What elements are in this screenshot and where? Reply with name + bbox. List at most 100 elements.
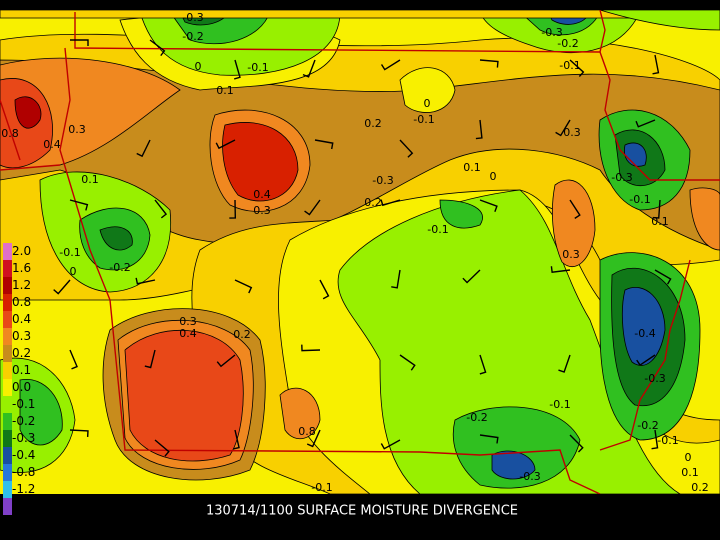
legend-swatch	[3, 260, 12, 277]
contour-label: -0.1	[247, 61, 268, 74]
legend-swatch	[3, 379, 12, 396]
legend-label: -1.2	[12, 482, 35, 496]
wind-barb	[380, 59, 401, 71]
wind-barb	[154, 439, 170, 457]
contour-region	[99, 226, 133, 251]
wind-barb	[70, 39, 89, 46]
wind-barb	[479, 434, 499, 444]
contour-label: 0	[70, 265, 77, 278]
contour-region	[439, 199, 483, 229]
wind-barb	[462, 269, 481, 284]
contour-label: -0.1	[311, 481, 332, 494]
contour-region	[222, 122, 299, 202]
contour-label: 0	[490, 170, 497, 183]
contour-region	[551, 179, 596, 268]
wind-barb	[654, 269, 672, 285]
legend-swatch	[3, 481, 12, 498]
wind-barb	[635, 119, 656, 128]
legend-swatch	[3, 362, 12, 379]
wind-barb	[479, 354, 487, 375]
wind-barb	[234, 279, 253, 294]
contour-label: -0.1	[559, 59, 580, 72]
wind-barb	[479, 59, 499, 68]
contour-label: 0.2	[364, 196, 382, 209]
legend-label: 0.2	[12, 346, 31, 360]
wind-barb	[652, 54, 660, 75]
wind-barb	[550, 266, 571, 273]
wind-barb	[479, 199, 498, 213]
legend-label: -1.6	[12, 499, 35, 513]
wind-barb	[319, 279, 330, 300]
contour-label: 0.3	[253, 204, 271, 217]
contour-region	[491, 450, 536, 480]
contour-label: 0.8	[1, 127, 19, 140]
map-title: 130714/1100 SURFACE MOISTURE DIVERGENCE	[206, 504, 518, 519]
wind-barb	[651, 429, 659, 450]
wind-barb	[475, 119, 483, 140]
legend-swatch	[3, 345, 12, 362]
legend-label: 0.3	[12, 329, 31, 343]
legend-swatch	[3, 413, 12, 430]
contour-region	[452, 406, 581, 489]
wind-barb	[136, 139, 151, 158]
contour-label: 0.3	[179, 315, 197, 328]
legend-swatch	[3, 311, 12, 328]
legend-swatch	[3, 447, 12, 464]
contour-label: -0.1	[657, 434, 678, 447]
wind-barb	[233, 429, 240, 450]
state-border	[599, 51, 720, 181]
wind-barb	[399, 139, 414, 158]
field: -0.3-0.20 -0.10.10.30.40.80.10.40.30.2-0.…	[0, 10, 720, 494]
contour-label: -0.1	[59, 246, 80, 259]
wind-barb	[154, 199, 168, 219]
state-border	[59, 47, 601, 494]
legend-label: -0.3	[12, 431, 35, 445]
contour-region	[689, 187, 720, 251]
legend-swatch	[3, 243, 12, 260]
contour-label: 0.2	[364, 117, 382, 130]
contour-label: 0.8	[298, 425, 316, 438]
wind-barb	[636, 354, 656, 367]
contour-label: -0.4	[634, 327, 655, 340]
wind-barb	[302, 59, 316, 78]
contour-label: -0.3	[182, 11, 203, 24]
wind-barb	[380, 199, 401, 207]
wind-barb	[69, 349, 78, 370]
legend-label: 2.0	[12, 244, 31, 258]
legend-label: 0.0	[12, 380, 31, 394]
contour-label: 0.3	[563, 126, 581, 139]
contour-label: -0.2	[557, 37, 578, 50]
wind-barb	[144, 349, 156, 369]
wind-barb	[53, 279, 71, 295]
contour-label: 0	[195, 60, 202, 73]
legend-label: -0.8	[12, 465, 35, 479]
contour-label: 0.1	[216, 84, 234, 97]
legend-swatch	[3, 328, 12, 345]
wind-barb	[555, 119, 571, 137]
contour-label: 0.4	[253, 188, 271, 201]
legend-label: 1.6	[12, 261, 31, 275]
wind-barb	[380, 439, 401, 450]
legend-swatch	[3, 464, 12, 481]
contour-label: 0	[424, 97, 431, 110]
contour-label: 0.2	[691, 481, 709, 494]
contour-label: -0.2	[109, 261, 130, 274]
legend-label: -0.1	[12, 397, 35, 411]
contour-label: 0.1	[81, 173, 99, 186]
contour-region	[124, 329, 244, 462]
contour-label: -0.3	[519, 470, 540, 483]
contour-label: -0.3	[541, 26, 562, 39]
legend-swatch	[3, 396, 12, 413]
contour-region	[399, 67, 456, 113]
legend-swatch	[3, 430, 12, 447]
legend-label: -0.4	[12, 448, 35, 462]
contour-label: -0.1	[549, 398, 570, 411]
wind-barb	[215, 139, 236, 150]
contour-label: -0.2	[182, 30, 203, 43]
wind-barb	[569, 199, 581, 219]
state-border	[0, 164, 61, 171]
wind-barb	[69, 199, 89, 211]
wind-barb	[652, 199, 661, 219]
contour-region	[19, 378, 63, 446]
